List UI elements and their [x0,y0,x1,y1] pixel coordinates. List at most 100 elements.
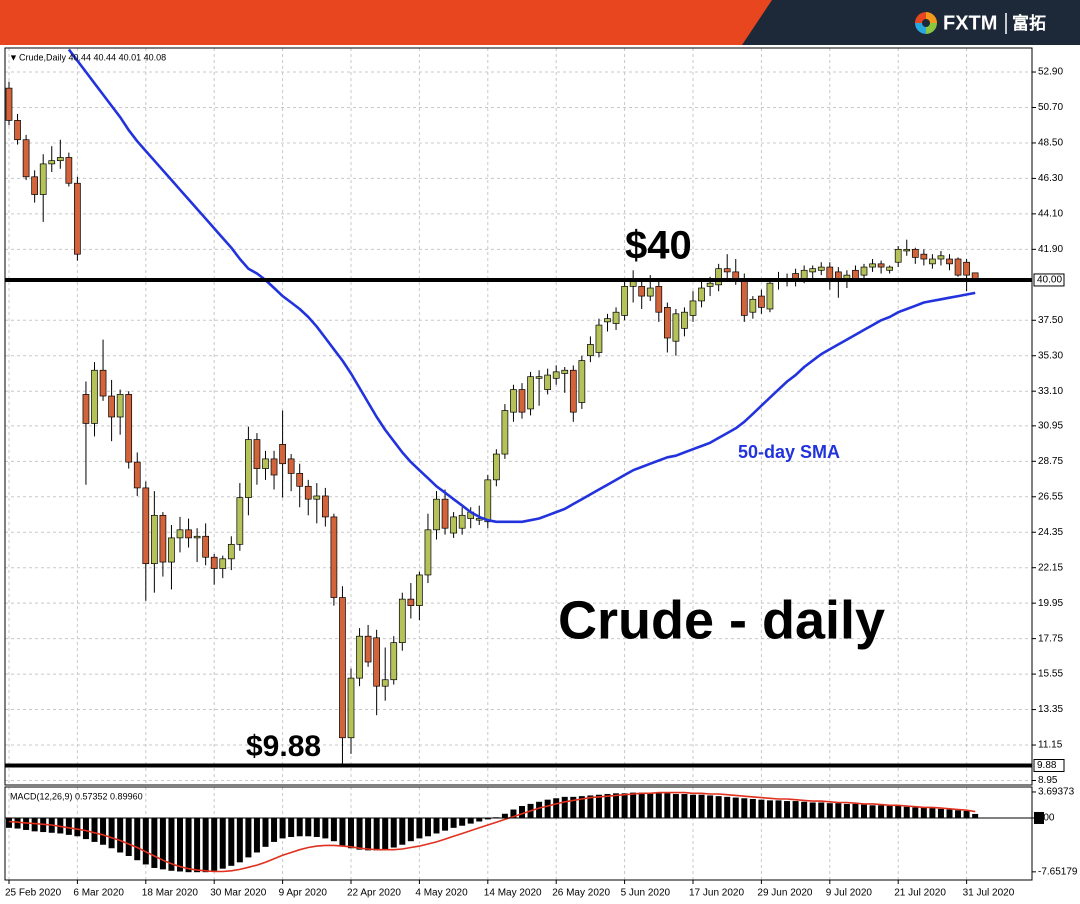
candle-body [578,360,586,403]
candle-body [877,263,885,268]
macd-bar [484,817,491,820]
macd-bar [749,798,756,818]
macd-bar [74,817,81,837]
macd-bar [108,817,115,849]
candle-body [398,598,406,644]
x-tick-label: 9 Jul 2020 [826,888,873,899]
annotation: $9.88 [246,730,321,763]
candle-body [116,394,124,418]
macd-bar [698,794,705,818]
candle-body [450,516,457,534]
y-tick-label: 24.35 [1038,527,1063,538]
macd-bar [82,817,89,840]
candle-body [740,278,748,316]
candle-body [535,376,543,379]
level-label-box [1033,758,1065,772]
level-label: 40.00 [1037,275,1062,286]
candle-body [681,311,688,329]
candle-body [672,313,680,342]
macd-bar [91,817,98,842]
macd-bar [407,817,414,842]
macd-bar [604,794,611,818]
macd-bar [65,817,72,835]
macd-bar [912,807,919,818]
x-tick-label: 31 Jul 2020 [963,888,1015,899]
level-label-box [1033,273,1065,287]
annotation: $40 [625,224,692,268]
candle-body [82,394,90,424]
candle-body [125,394,133,463]
macd-bar [159,817,166,870]
y-tick-label: 11.15 [1038,740,1063,751]
macd-bar [202,817,209,873]
candle-body [612,311,620,324]
candle-body [561,369,569,374]
candle-body [518,389,526,413]
candle-body [954,258,962,276]
candle-body [22,139,30,178]
x-tick-label: 9 Apr 2020 [279,888,328,899]
candle-body [587,344,594,357]
candle-body [99,369,107,397]
x-tick-label: 4 May 2020 [415,888,468,899]
macd-bar [14,817,21,829]
macd-bar [578,796,585,818]
y-tick-label: 8.95 [1038,775,1058,786]
candle-body [484,479,492,523]
candle-body [920,253,928,260]
candle-body [176,529,184,539]
x-tick-label: 6 Mar 2020 [73,888,124,899]
candle-body [621,286,628,316]
macd-bar [313,817,320,837]
macd-bar [963,810,970,818]
macd-signal-line [8,791,976,873]
candle-body [91,369,98,424]
candle-body [527,376,534,410]
macd-bar [305,817,312,837]
macd-bar [809,802,816,818]
macd-bar [399,817,406,845]
y-tick-label: 41.90 [1038,244,1063,255]
candle-body [322,495,329,518]
macd-bar [501,813,508,818]
macd-bar [843,803,850,818]
macd-bar [382,817,389,850]
macd-y-tick-label: 3.69373 [1038,787,1075,798]
candle-body [245,439,252,498]
x-tick-label: 22 Apr 2020 [347,888,401,899]
candle-body [552,371,560,379]
macd-bar [878,805,885,818]
macd-frame [4,786,1033,881]
macd-bar [895,806,902,818]
macd-bar [279,817,286,839]
candle-body [723,268,731,273]
macd-bar [219,817,226,869]
candle-body [698,287,705,302]
macd-bar [972,813,979,818]
candle-body [903,248,911,252]
candle-body [287,458,295,474]
x-tick-label: 29 Jun 2020 [757,888,812,899]
candle-body [433,498,440,531]
macd-bar [322,817,329,839]
macd-bar [211,817,218,871]
macd-bar [775,800,782,818]
candle-body [227,543,235,560]
macd-bar [416,817,423,839]
candle-body [356,635,363,679]
candle-body [715,268,723,286]
candle-body [347,677,355,739]
macd-bar [330,817,337,842]
macd-bar [835,803,842,818]
macd-bar [587,795,594,818]
macd-bar [707,795,714,818]
macd-bar [929,808,936,818]
y-tick-label: 13.35 [1038,704,1063,715]
y-tick-label: 33.10 [1038,386,1063,397]
candle-body [381,679,389,687]
macd-bar [903,806,910,818]
candle-body [758,295,765,308]
brand-cn: 富拓 [1012,13,1046,34]
macd-bar [245,817,252,858]
